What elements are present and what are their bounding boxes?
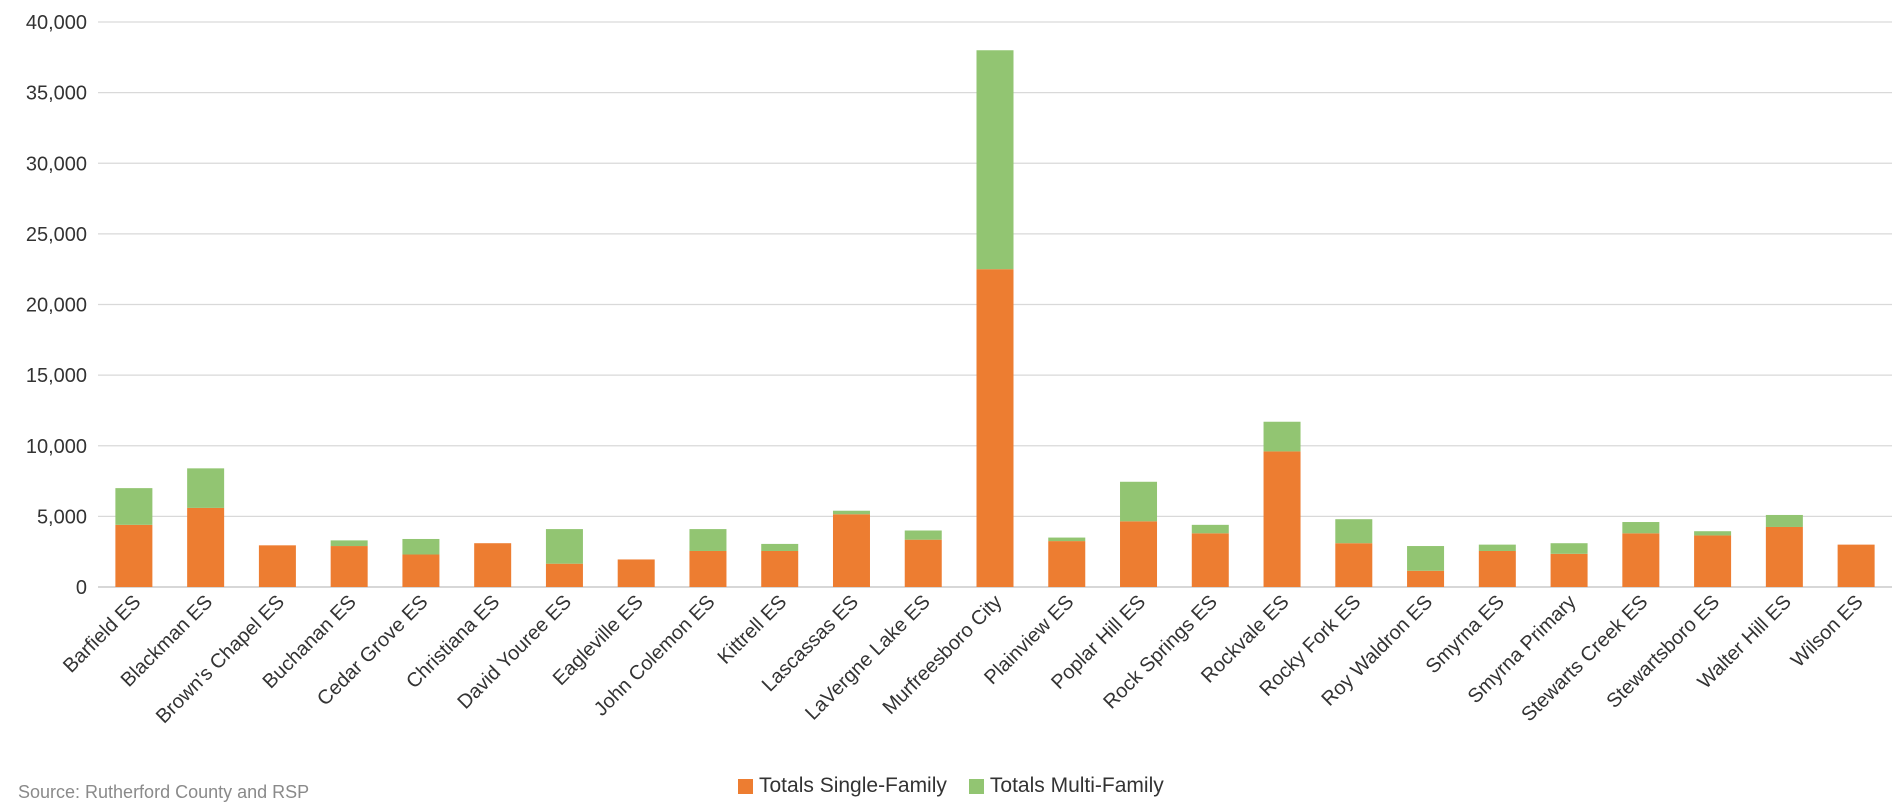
legend-swatch-single-family [738, 778, 753, 794]
bar-single-family [1837, 544, 1875, 587]
y-tick-label: 40,000 [26, 12, 87, 34]
legend-label-multi-family: Totals Multi-Family [989, 774, 1164, 797]
category-label: Wilson ES [1787, 591, 1868, 672]
bar-single-family [1407, 570, 1445, 587]
category-label: Murfreesboro City [879, 591, 1007, 719]
bar-single-family [1694, 535, 1732, 587]
bar-multi-family [1478, 544, 1516, 551]
bar-single-family [474, 543, 512, 587]
bar-single-family [1048, 541, 1086, 587]
category-label: Kittrell ES [714, 591, 792, 669]
bar-single-family [258, 545, 296, 587]
bar-single-family [402, 554, 440, 587]
bar-multi-family [1765, 514, 1803, 527]
bar-single-family [832, 514, 870, 587]
bar-multi-family [1407, 546, 1445, 571]
bar-single-family [187, 507, 225, 587]
category-label: Brown's Chapel ES [152, 591, 289, 728]
bar-multi-family [976, 50, 1014, 270]
bar-single-family [1191, 533, 1229, 587]
bar-multi-family [1263, 421, 1301, 452]
y-tick-label: 15,000 [26, 365, 87, 387]
bar-single-family [617, 559, 655, 587]
bar-multi-family [689, 529, 727, 551]
bar-single-family [976, 269, 1014, 587]
bar-single-family [689, 550, 727, 587]
source-note: Source: Rutherford County and RSP [18, 782, 310, 802]
legend-label-single-family: Totals Single-Family [759, 774, 947, 797]
bar-single-family [545, 563, 583, 587]
bar-single-family [1120, 521, 1158, 587]
y-tick-label: 30,000 [26, 153, 87, 175]
bar-multi-family [1550, 543, 1588, 554]
stacked-bar-chart: 0 5,000 10,000 15,000 20,000 25,000 30,000 35,0… [26, 12, 1892, 728]
bar-multi-family [1622, 522, 1660, 534]
bar-multi-family [904, 530, 942, 540]
bar-single-family [1478, 550, 1516, 587]
legend-item-single-family: Totals Single-Family [738, 774, 947, 798]
y-tick-label: 0 [76, 577, 87, 599]
category-label: John Colemon ES [590, 591, 720, 721]
bar-single-family [1550, 553, 1588, 587]
bar-multi-family [187, 468, 225, 508]
category-label: LaVergne Lake ES [801, 591, 934, 724]
bar-multi-family [402, 538, 440, 555]
category-label: Stewarts Creek ES [1517, 591, 1652, 726]
bar-single-family [115, 524, 153, 587]
legend: Totals Single-Family Totals Multi-Family [738, 774, 1186, 798]
y-tick-label: 35,000 [26, 83, 87, 105]
y-tick-label: 25,000 [26, 224, 87, 246]
bar-multi-family [1335, 519, 1373, 544]
bar-multi-family [1191, 524, 1229, 534]
bar-single-family [1765, 526, 1803, 587]
bar-single-family [761, 550, 799, 587]
y-tick-label: 5,000 [37, 506, 87, 528]
bar-multi-family [330, 540, 368, 547]
bar-single-family [1622, 533, 1660, 587]
bar-single-family [1335, 543, 1373, 587]
bar-multi-family [832, 510, 870, 515]
bar-single-family [1263, 451, 1301, 587]
y-tick-label: 20,000 [26, 295, 87, 317]
bar-multi-family [761, 543, 799, 551]
bar-multi-family [545, 529, 583, 564]
legend-item-multi-family: Totals Multi-Family [968, 774, 1164, 798]
bar-multi-family [1694, 531, 1732, 536]
y-tick-label: 10,000 [26, 436, 87, 458]
bar-multi-family [1120, 481, 1158, 522]
bar-multi-family [115, 488, 153, 525]
bar-single-family [904, 539, 942, 587]
legend-swatch-multi-family [968, 778, 984, 794]
bar-single-family [330, 546, 368, 587]
bar-multi-family [1048, 537, 1086, 542]
